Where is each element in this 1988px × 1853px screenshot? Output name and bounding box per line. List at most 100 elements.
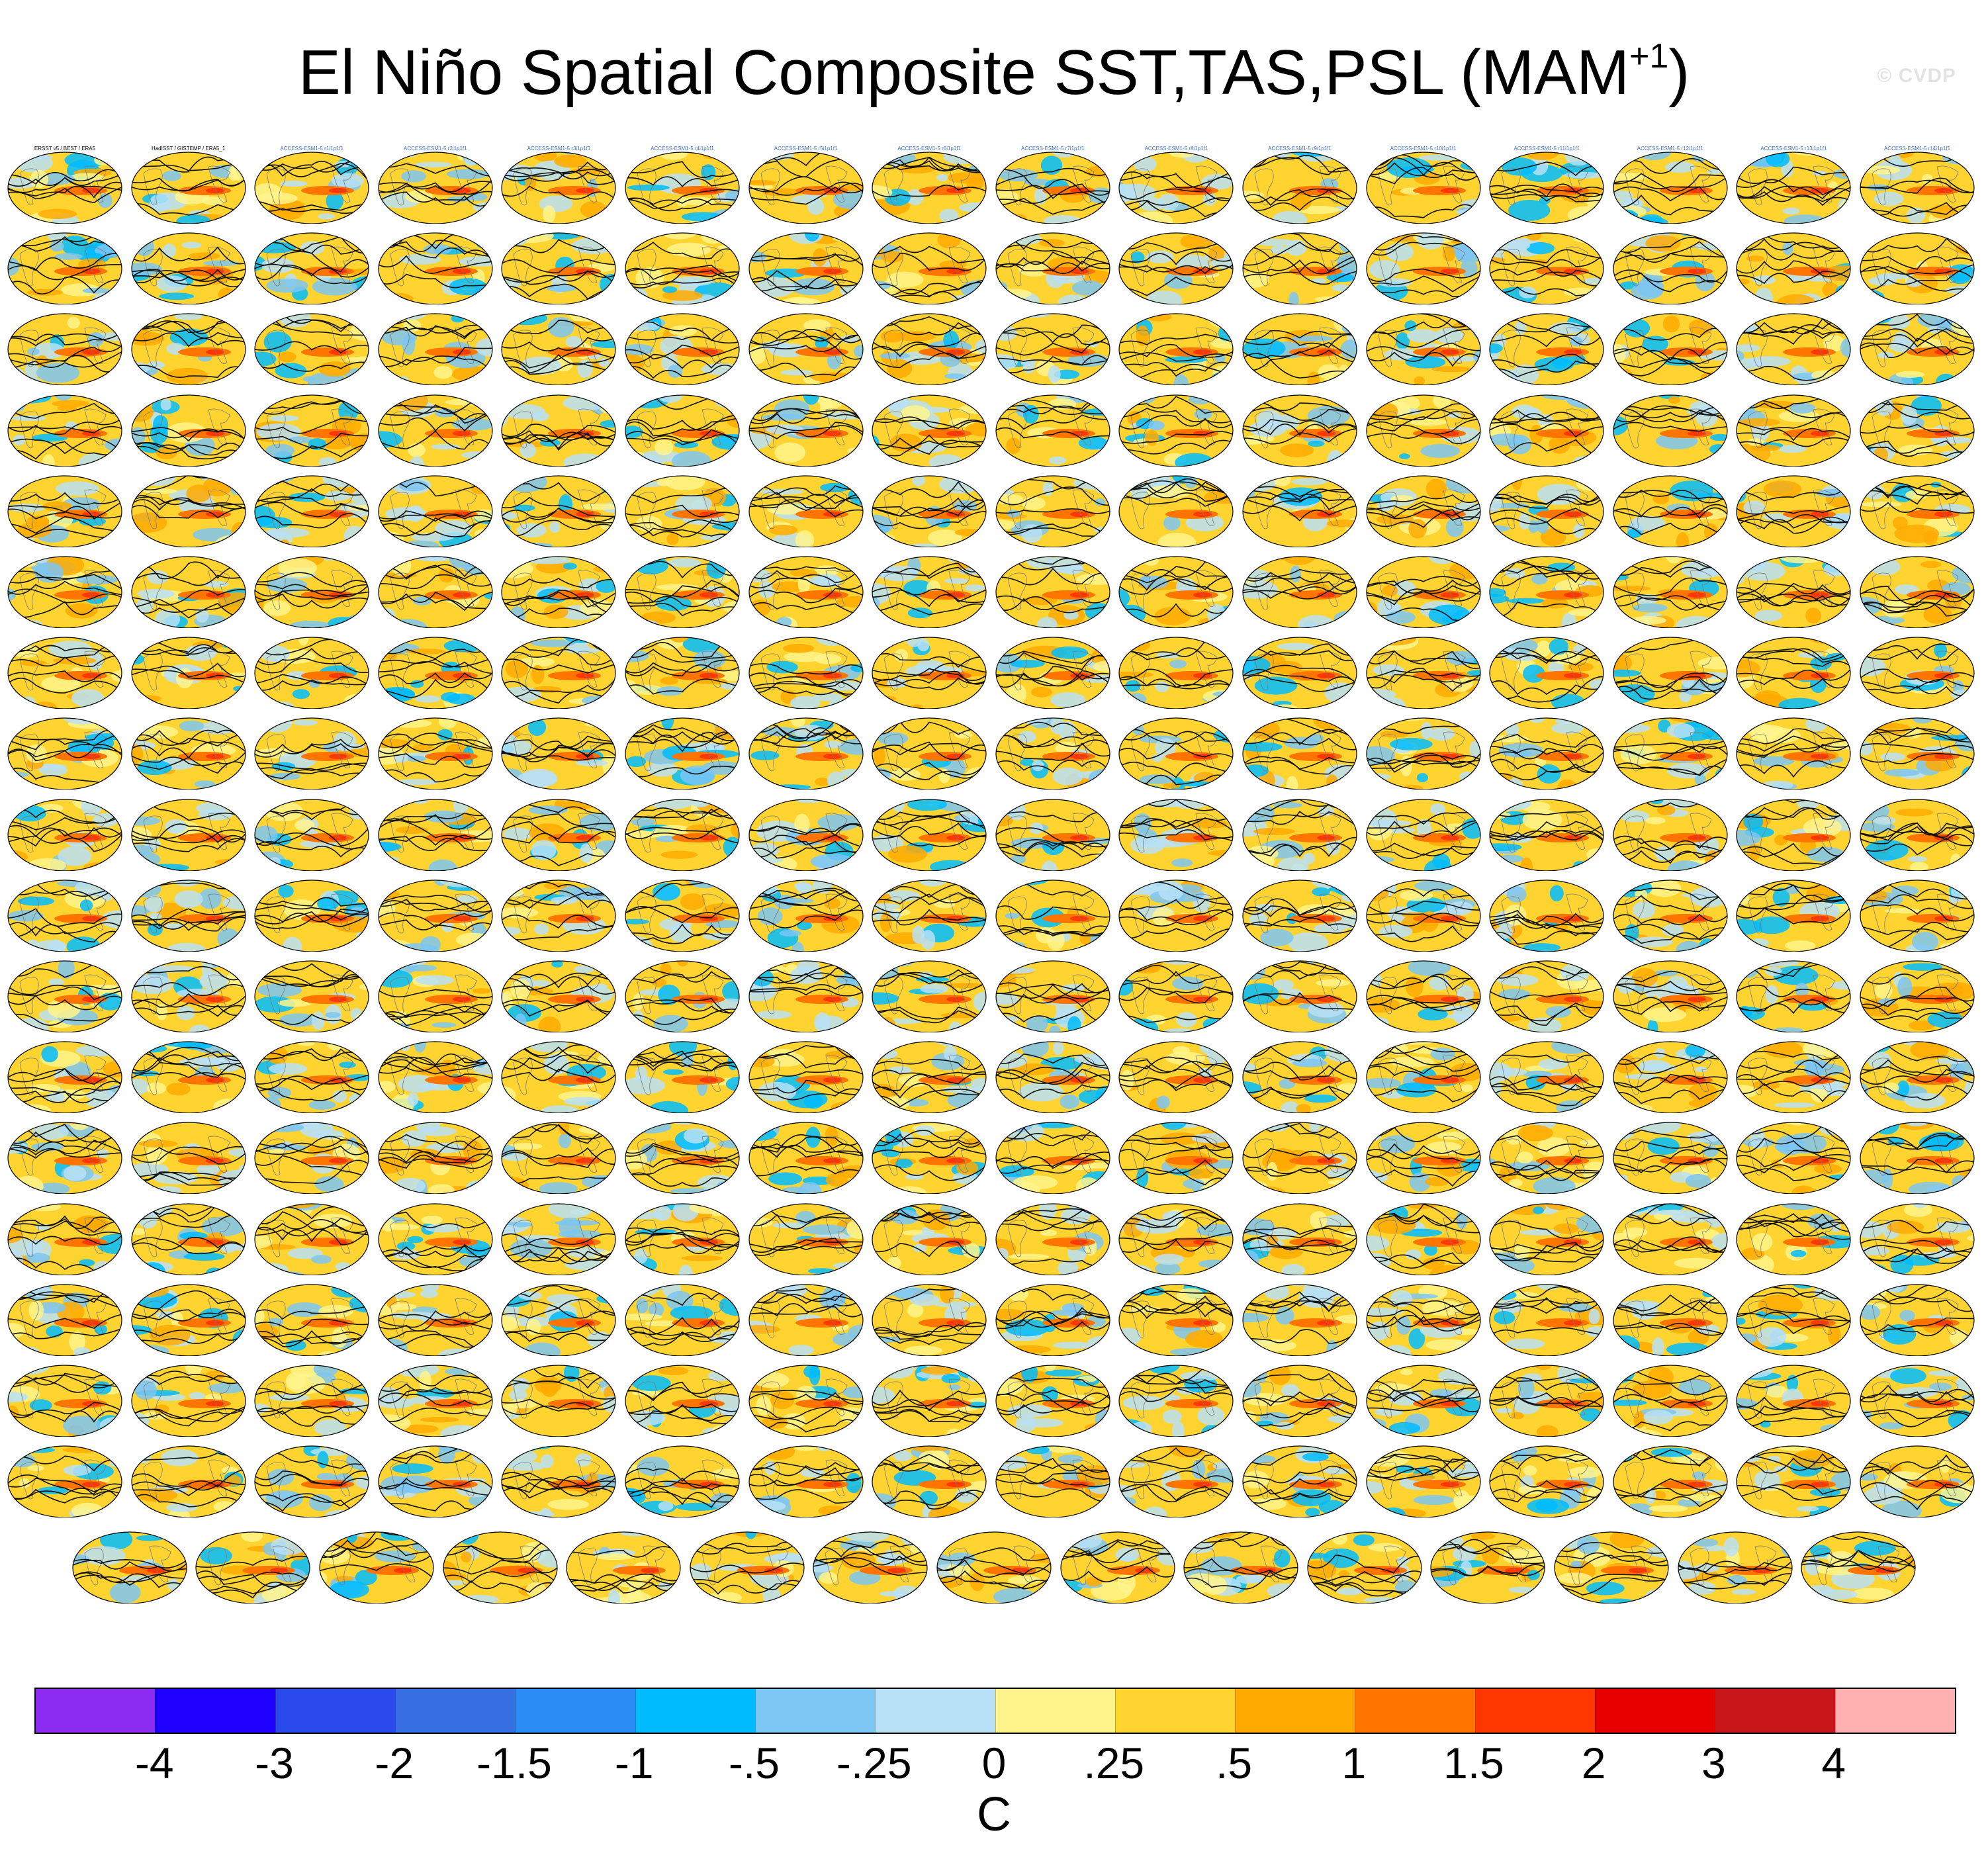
map-svg	[1118, 880, 1234, 952]
map-panel	[1612, 390, 1729, 467]
colorbar-segment	[1114, 1689, 1236, 1733]
map-panel	[1365, 632, 1482, 709]
map-svg	[1242, 152, 1357, 224]
map-panel	[1612, 1036, 1729, 1114]
map-svg	[872, 1284, 987, 1357]
map-panel	[7, 551, 123, 629]
map-panel	[1118, 1360, 1234, 1437]
map-panel	[1242, 713, 1358, 790]
map-svg	[7, 1122, 122, 1195]
map-svg	[1801, 1531, 1916, 1604]
map-svg	[1613, 717, 1728, 790]
panel-title: ACCESS-ESM1-5 r1i1p1f1	[280, 146, 343, 152]
map-panel	[624, 228, 741, 305]
map-svg	[7, 880, 122, 952]
map-panel	[1242, 390, 1358, 467]
map-svg	[130, 717, 246, 790]
map-panel	[1242, 228, 1358, 305]
map-svg	[1242, 232, 1357, 305]
map-svg	[1118, 556, 1234, 629]
map-svg	[1489, 1041, 1604, 1114]
map-panel	[253, 956, 370, 1033]
map-svg	[378, 1041, 493, 1114]
map-panel	[995, 632, 1111, 709]
map-panel	[565, 1527, 682, 1604]
map-svg	[1860, 798, 1975, 872]
map-panel	[130, 1036, 247, 1114]
map-panel	[1859, 390, 1975, 467]
map-panel	[995, 390, 1111, 467]
map-panel	[1612, 1360, 1729, 1437]
map-svg	[1860, 880, 1975, 952]
map-panel	[995, 1441, 1111, 1518]
colorbar-segment	[1595, 1689, 1715, 1733]
map-panel	[377, 1360, 494, 1437]
map-svg	[1613, 556, 1728, 629]
map-panel	[871, 632, 987, 709]
map-panel	[377, 1117, 494, 1195]
map-svg	[1242, 475, 1357, 548]
map-panel	[130, 794, 247, 872]
map-svg	[1489, 232, 1604, 305]
map-svg	[1736, 313, 1851, 386]
map-svg	[254, 232, 369, 305]
map-panel	[1488, 1279, 1605, 1357]
map-svg	[748, 960, 864, 1033]
map-svg	[625, 1202, 740, 1276]
map-svg	[501, 313, 616, 386]
map-svg	[1365, 637, 1481, 709]
map-svg	[195, 1531, 310, 1604]
colorbar-segment	[1474, 1689, 1596, 1733]
map-svg	[501, 1041, 616, 1114]
map-svg	[378, 1202, 493, 1276]
map-panel	[1242, 1198, 1358, 1276]
map-svg	[1365, 313, 1481, 386]
map-panel	[995, 875, 1111, 952]
map-svg	[1613, 1445, 1728, 1518]
figure-title-main: El Niño Spatial Composite SST,TAS,PSL (M…	[298, 37, 1630, 108]
map-svg	[1118, 1202, 1234, 1276]
colorbar-segment	[635, 1689, 755, 1733]
map-panel: ACCESS-ESM1-5 r10i1p1f1	[1365, 146, 1482, 224]
map-panel	[1306, 1527, 1423, 1604]
map-svg	[625, 798, 740, 872]
map-svg	[254, 637, 369, 709]
map-panel	[1612, 471, 1729, 548]
map-svg	[1430, 1531, 1545, 1604]
map-panel	[7, 308, 123, 386]
map-panel	[1735, 1279, 1852, 1357]
map-panel	[377, 551, 494, 629]
map-panel	[995, 1117, 1111, 1195]
colorbar-tick-label: .5	[1215, 1739, 1253, 1787]
map-svg	[872, 394, 987, 467]
map-panel: ACCESS-ESM1-5 r9i1p1f1	[1242, 146, 1358, 224]
map-svg	[566, 1531, 681, 1604]
map-panel	[1365, 308, 1482, 386]
map-svg	[1860, 1041, 1975, 1114]
panel-title: ACCESS-ESM1-5 r9i1p1f1	[1268, 146, 1332, 152]
map-svg	[995, 394, 1110, 467]
map-svg	[1118, 394, 1234, 467]
map-panel	[1365, 1117, 1482, 1195]
map-panel	[1242, 551, 1358, 629]
map-svg	[748, 880, 864, 952]
map-panel	[1118, 956, 1234, 1033]
map-panel	[253, 1360, 370, 1437]
map-panel	[871, 551, 987, 629]
map-svg	[1365, 1365, 1481, 1437]
map-panel	[500, 1036, 617, 1114]
colorbar-tick-label: 2	[1581, 1739, 1606, 1787]
map-svg	[254, 798, 369, 872]
map-panel	[7, 1117, 123, 1195]
map-svg	[995, 313, 1110, 386]
colorbar-segment	[754, 1689, 876, 1733]
map-svg	[1489, 1202, 1604, 1276]
map-svg	[130, 313, 246, 386]
map-panel	[1365, 1198, 1482, 1276]
map-panel	[1365, 228, 1482, 305]
map-panel	[1859, 632, 1975, 709]
map-svg	[1736, 1365, 1851, 1437]
map-panel	[7, 713, 123, 790]
map-svg	[1118, 960, 1234, 1033]
map-svg	[1736, 637, 1851, 709]
